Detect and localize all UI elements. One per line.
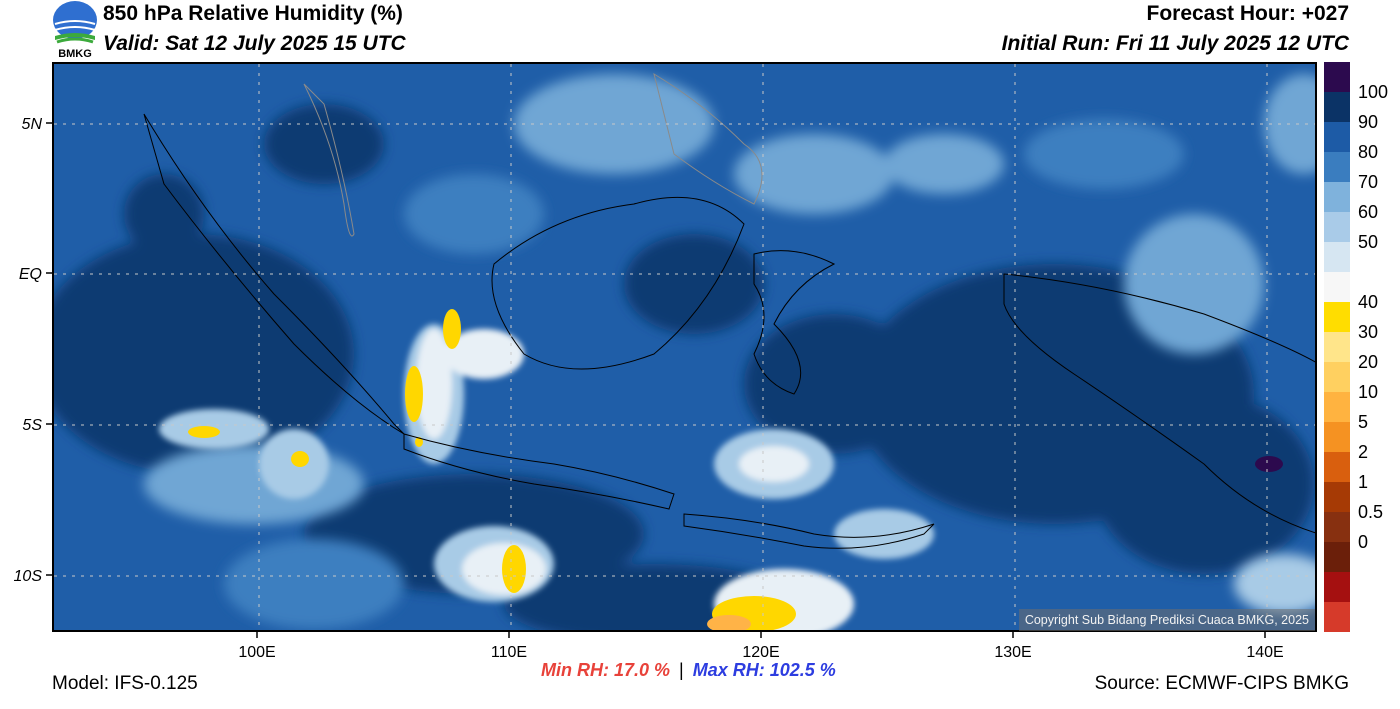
- colorbar-swatch: [1324, 272, 1350, 303]
- lon-tick-label: 120E: [742, 644, 779, 661]
- colorbar-label: 40: [1358, 292, 1378, 312]
- colorbar-swatch: [1324, 482, 1350, 513]
- colorbar-swatch: [1324, 452, 1350, 483]
- colorbar-swatch: [1324, 212, 1350, 243]
- colorbar-label: 20: [1358, 352, 1378, 372]
- colorbar-label: 0.5: [1358, 502, 1383, 522]
- colorbar: [1324, 62, 1350, 632]
- copyright-notice: Copyright Sub Bidang Prediksi Cuaca BMKG…: [1018, 609, 1315, 631]
- colorbar-label: 50: [1358, 232, 1378, 252]
- colorbar-label: 1: [1358, 472, 1368, 492]
- colorbar-label: 80: [1358, 142, 1378, 162]
- colorbar-swatch: [1324, 362, 1350, 393]
- latitude-ticks: 5N EQ 5S 10S: [14, 116, 52, 585]
- colorbar-swatch: [1324, 602, 1350, 632]
- colorbar-label: 5: [1358, 412, 1368, 432]
- colorbar-label: 60: [1358, 202, 1378, 222]
- humidity-map: [52, 62, 1317, 632]
- coastlines: [143, 72, 1315, 549]
- lon-tick-label: 130E: [994, 644, 1031, 661]
- longitude-ticks: 100E 110E 120E 130E 140E: [238, 632, 1284, 661]
- colorbar-label: 2: [1358, 442, 1368, 462]
- colorbar-swatch: [1324, 302, 1350, 333]
- colorbar-label: 10: [1358, 382, 1378, 402]
- colorbar-label: 90: [1358, 112, 1378, 132]
- rh-range: Min RH: 17.0 % | Max RH: 102.5 %: [541, 660, 836, 681]
- page-title: 850 hPa Relative Humidity (%): [103, 2, 403, 25]
- lat-tick-label: 5N: [22, 116, 43, 133]
- colorbar-swatch: [1324, 572, 1350, 603]
- svg-text:BMKG: BMKG: [58, 48, 92, 60]
- colorbar-swatch: [1324, 332, 1350, 363]
- colorbar-swatch: [1324, 422, 1350, 453]
- low-humidity-patches: [188, 309, 796, 630]
- min-rh: Min RH: 17.0 %: [541, 660, 671, 680]
- colorbar-swatch: [1324, 392, 1350, 423]
- colorbar-swatch: [1324, 122, 1350, 153]
- lat-tick-label: EQ: [19, 266, 42, 283]
- colorbar-swatch: [1324, 152, 1350, 183]
- colorbar-swatch: [1324, 92, 1350, 123]
- colorbar-label: 70: [1358, 172, 1378, 192]
- lon-tick-label: 140E: [1246, 644, 1283, 661]
- max-rh: Max RH: 102.5 %: [692, 660, 836, 680]
- colorbar-swatch: [1324, 62, 1350, 93]
- grid-lines: [54, 64, 1315, 630]
- colorbar-swatch: [1324, 512, 1350, 543]
- bmkg-logo-icon: BMKG: [53, 1, 97, 60]
- colorbar-label: 100: [1358, 82, 1388, 102]
- lat-tick-label: 5S: [22, 417, 42, 434]
- valid-time: Valid: Sat 12 July 2025 15 UTC: [103, 32, 406, 55]
- colorbar-labels: 100 90 80 70 60 50 40 30 20 10 5 2 1 0.5 0: [1358, 82, 1388, 552]
- colorbar-swatch: [1324, 242, 1350, 273]
- forecast-hour: Forecast Hour: +027: [1146, 2, 1350, 25]
- humidity-field: [54, 64, 1315, 630]
- lon-tick-label: 100E: [238, 644, 275, 661]
- deep-humid-regions: [54, 104, 1314, 630]
- moderate-humid-regions: [144, 74, 1315, 629]
- colorbar-label: 30: [1358, 322, 1378, 342]
- source-label: Source: ECMWF-CIPS BMKG: [1094, 673, 1349, 694]
- model-label: Model: IFS-0.125: [52, 673, 198, 694]
- colorbar-swatch: [1324, 182, 1350, 213]
- saturated-spot: [1255, 456, 1283, 472]
- colorbar-label: 0: [1358, 532, 1368, 552]
- colorbar-swatch: [1324, 542, 1350, 573]
- lon-tick-label: 110E: [491, 644, 527, 661]
- lat-tick-label: 10S: [14, 568, 43, 585]
- rh-separator: |: [679, 660, 684, 680]
- initial-run: Initial Run: Fri 11 July 2025 12 UTC: [1001, 32, 1349, 55]
